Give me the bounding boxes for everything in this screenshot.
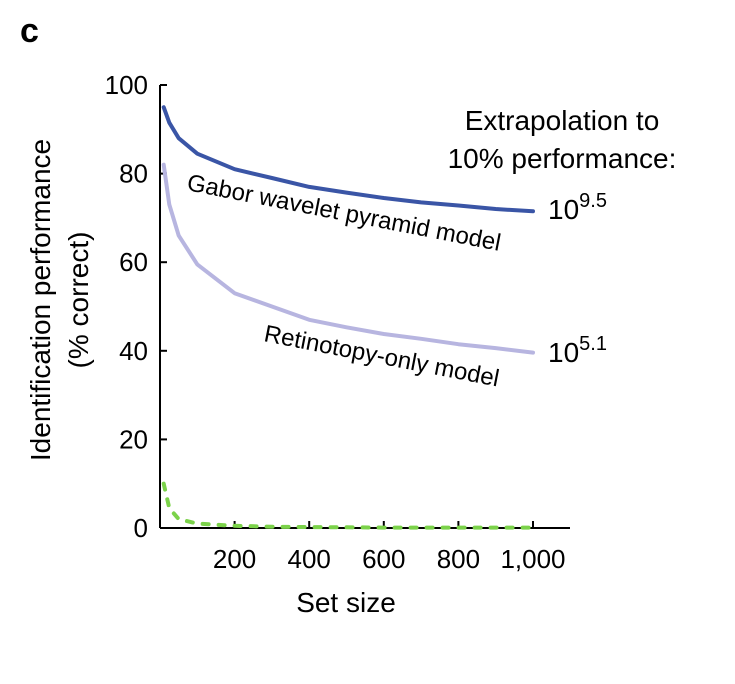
- gabor-extrapolation-exponent: 9.5: [579, 190, 607, 212]
- chance-series-line: [161, 481, 535, 530]
- y-axis-label-line2: (% correct): [63, 232, 94, 369]
- y-tick-label: 80: [119, 159, 148, 189]
- retinotopy-extrapolation-base: 10: [548, 337, 579, 368]
- y-tick-label: 20: [119, 424, 148, 454]
- y-axis-label-line1: Identification performance: [25, 139, 56, 461]
- x-tick-label: 600: [362, 544, 405, 574]
- gabor-series-label: Gabor wavelet pyramid model: [185, 169, 503, 256]
- x-tick-label: 400: [288, 544, 331, 574]
- x-tick-label: 800: [437, 544, 480, 574]
- panel-label: c: [20, 12, 39, 50]
- gabor-series-line: [161, 105, 535, 214]
- gabor-extrapolation-base: 10: [548, 194, 579, 225]
- series-layer: [161, 105, 535, 530]
- retinotopy-extrapolation-exponent: 5.1: [579, 333, 607, 355]
- extrapolation-title-line2: 10% performance:: [448, 143, 677, 174]
- tick-labels: 0 20 40 60 80 100 200 400 600 800 1,000: [105, 70, 566, 574]
- y-tick-label: 100: [105, 70, 148, 100]
- extrapolation-title-line1: Extrapolation to: [465, 105, 660, 136]
- gabor-extrapolation-value: 109.5: [548, 190, 607, 225]
- y-tick-label: 60: [119, 247, 148, 277]
- retinotopy-extrapolation-value: 105.1: [548, 333, 607, 368]
- x-axis-label: Set size: [296, 587, 396, 618]
- y-tick-label: 0: [134, 513, 148, 543]
- x-tick-label: 200: [213, 544, 256, 574]
- x-tick-label: 1,000: [500, 544, 565, 574]
- y-tick-label: 40: [119, 336, 148, 366]
- retinotopy-series-line: [161, 162, 535, 355]
- retinotopy-series-label: Retinotopy-only model: [262, 320, 502, 392]
